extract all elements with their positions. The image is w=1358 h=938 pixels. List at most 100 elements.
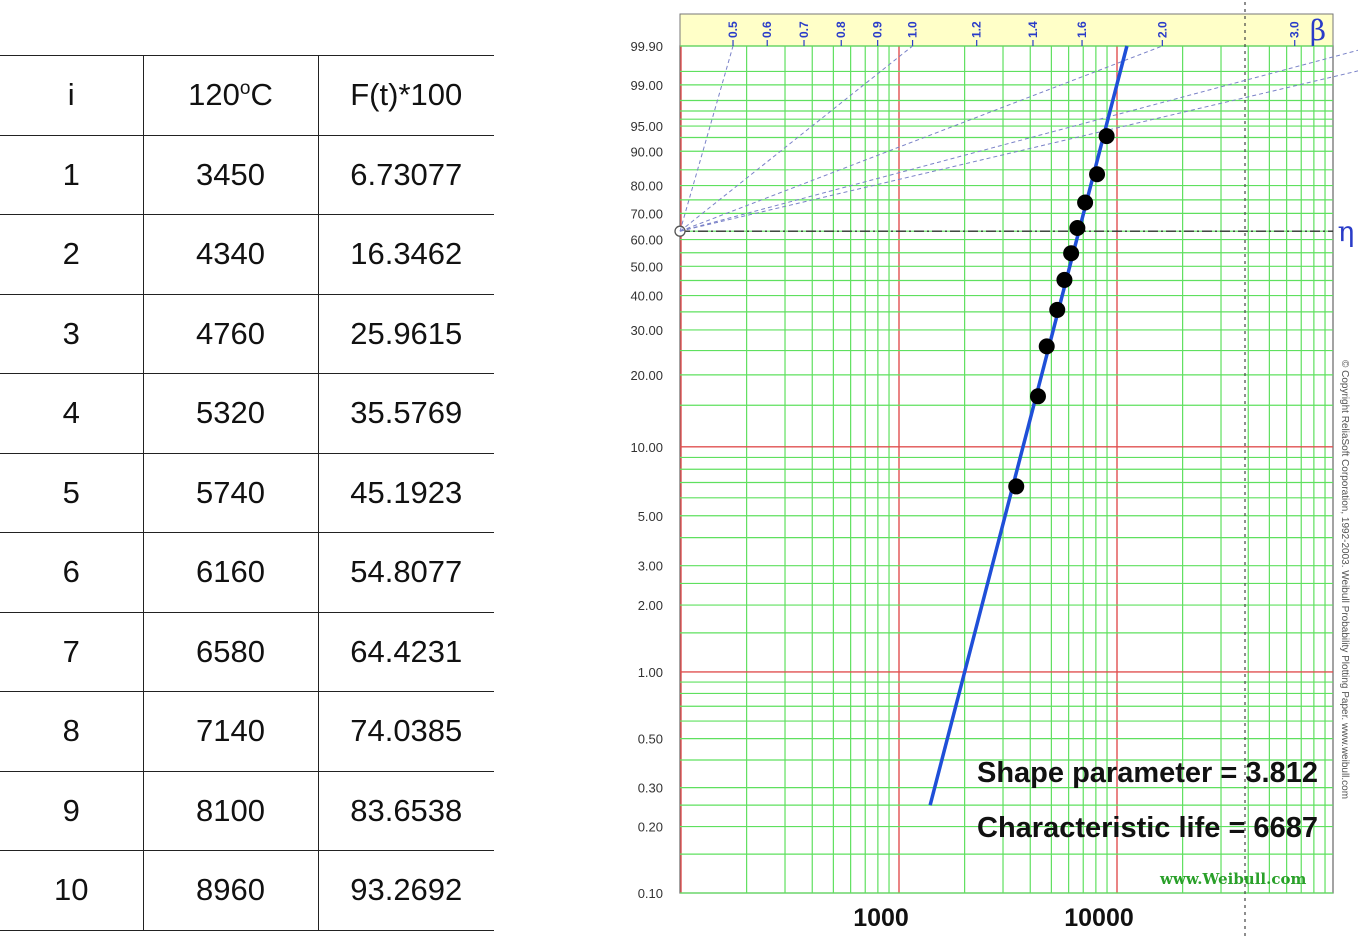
cell-cdf: 6.73077 [318, 134, 494, 215]
x-axis-labels: 1000 10000 [853, 904, 1134, 932]
shape-parameter-annotation: Shape parameter = 3.812 [977, 757, 1318, 789]
beta-label: 0.8 [834, 21, 848, 38]
cell-cdf: 45.1923 [318, 452, 494, 533]
header-temperature-degree: o [239, 78, 251, 100]
x-tick-label: 1000 [853, 904, 909, 932]
header-temperature-unit: C [250, 77, 273, 113]
cell-cdf: 16.3462 [318, 214, 494, 295]
y-tick-label: 5.00 [638, 509, 663, 524]
data-points [1008, 128, 1115, 495]
cell-time: 4760 [143, 293, 319, 374]
table-row: 3 4760 25.9615 [0, 293, 494, 374]
cell-index: 7 [0, 611, 144, 692]
cell-time: 3450 [143, 134, 319, 215]
cell-index: 1 [0, 134, 144, 215]
beta-ray [679, 49, 1358, 232]
weibull-watermark: www.Weibull.com [1159, 870, 1306, 888]
beta-label: 0.7 [797, 21, 811, 38]
beta-label: 2.0 [1155, 21, 1169, 38]
table-row: 7 6580 64.4231 [0, 611, 494, 692]
table-body: 1 3450 6.73077 2 4340 16.3462 3 4760 25.9615 4 532… [0, 134, 494, 931]
characteristic-life-annotation: Characteristic life = 6687 [977, 812, 1318, 844]
y-tick-label: 0.20 [638, 820, 663, 835]
cell-time: 6580 [143, 611, 319, 692]
beta-scale: 6.04.03.02.01.61.41.21.00.90.80.70.60.5 [679, 21, 1358, 232]
beta-label: 1.0 [906, 21, 920, 38]
cell-cdf: 25.9615 [318, 293, 494, 374]
cell-index: 4 [0, 373, 144, 454]
y-tick-label: 60.00 [630, 233, 663, 248]
cell-time: 5740 [143, 452, 319, 533]
data-point [1029, 388, 1046, 405]
y-tick-label: 1.00 [638, 665, 663, 680]
y-tick-label: 30.00 [630, 323, 663, 338]
table-row: 2 4340 16.3462 [0, 214, 494, 295]
data-point [1069, 220, 1086, 237]
y-tick-label: 10.00 [630, 440, 663, 455]
cell-time: 7140 [143, 691, 319, 772]
cell-index: 6 [0, 532, 144, 613]
beta-label: 1.4 [1026, 21, 1040, 38]
beta-label: 0.5 [726, 21, 740, 38]
cell-cdf: 64.4231 [318, 611, 494, 692]
y-tick-label: 2.00 [638, 598, 663, 613]
beta-symbol: β [1310, 14, 1326, 47]
beta-label: 3.0 [1288, 21, 1302, 38]
beta-label: 0.6 [760, 21, 774, 38]
y-tick-label: 0.50 [638, 732, 663, 747]
table-row: 4 5320 35.5769 [0, 373, 494, 454]
table-row: 1 3450 6.73077 [0, 134, 494, 215]
cell-time: 8960 [143, 850, 319, 931]
data-point [1089, 166, 1106, 183]
table-row: 9 8100 83.6538 [0, 770, 494, 851]
data-point [1049, 301, 1066, 318]
eta-symbol: η [1338, 215, 1355, 248]
data-point [1038, 338, 1055, 355]
cell-time: 4340 [143, 214, 319, 295]
header-temperature-value: 120 [188, 77, 240, 113]
cell-index: 8 [0, 691, 144, 772]
cell-cdf: 74.0385 [318, 691, 494, 772]
beta-label: 1.2 [970, 21, 984, 38]
table-row: 8 7140 74.0385 [0, 691, 494, 772]
beta-ray [679, 45, 1163, 232]
y-tick-label: 70.00 [630, 206, 663, 221]
header-index: i [0, 55, 144, 136]
y-tick-label: 95.00 [630, 119, 663, 134]
y-tick-label: 0.10 [638, 886, 663, 901]
y-tick-label: 80.00 [630, 179, 663, 194]
cell-index: 10 [0, 850, 144, 931]
y-tick-label: 40.00 [630, 289, 663, 304]
beta-label: 1.6 [1075, 21, 1089, 38]
cell-cdf: 35.5769 [318, 373, 494, 454]
beta-label: 0.9 [871, 21, 885, 38]
cell-cdf: 93.2692 [318, 850, 494, 931]
data-point [1056, 271, 1073, 288]
beta-ray [679, 70, 1358, 232]
y-tick-label: 50.00 [630, 259, 663, 274]
y-tick-label: 3.00 [638, 559, 663, 574]
table-row: 5 5740 45.1923 [0, 452, 494, 533]
copyright-side-text: © Copyright ReliaSoft Corporation, 1992-… [1339, 360, 1350, 799]
cell-cdf: 54.8077 [318, 532, 494, 613]
data-point [1098, 128, 1115, 145]
cell-index: 2 [0, 214, 144, 295]
grid-lines [680, 45, 1333, 894]
data-table: i 120oC F(t)*100 1 3450 6.73077 2 4340 16.346… [0, 55, 494, 931]
beta-band [679, 13, 1334, 47]
cell-time: 8100 [143, 770, 319, 851]
y-tick-label: 0.30 [638, 781, 663, 796]
y-tick-label: 20.00 [630, 368, 663, 383]
y-tick-label: 90.00 [630, 144, 663, 159]
table-row: 10 8960 93.2692 [0, 850, 494, 931]
beta-ray [679, 45, 913, 232]
x-tick-label: 10000 [1064, 904, 1134, 932]
y-tick-label: 99.90 [630, 39, 663, 54]
cell-cdf: 83.6538 [318, 770, 494, 851]
data-point [1063, 245, 1080, 262]
data-point [1008, 478, 1025, 495]
data-point [1077, 194, 1094, 211]
cell-time: 5320 [143, 373, 319, 454]
y-axis-labels: 99.90 99.00 95.00 90.00 80.00 70.00 60.00 50.00… [630, 39, 663, 901]
